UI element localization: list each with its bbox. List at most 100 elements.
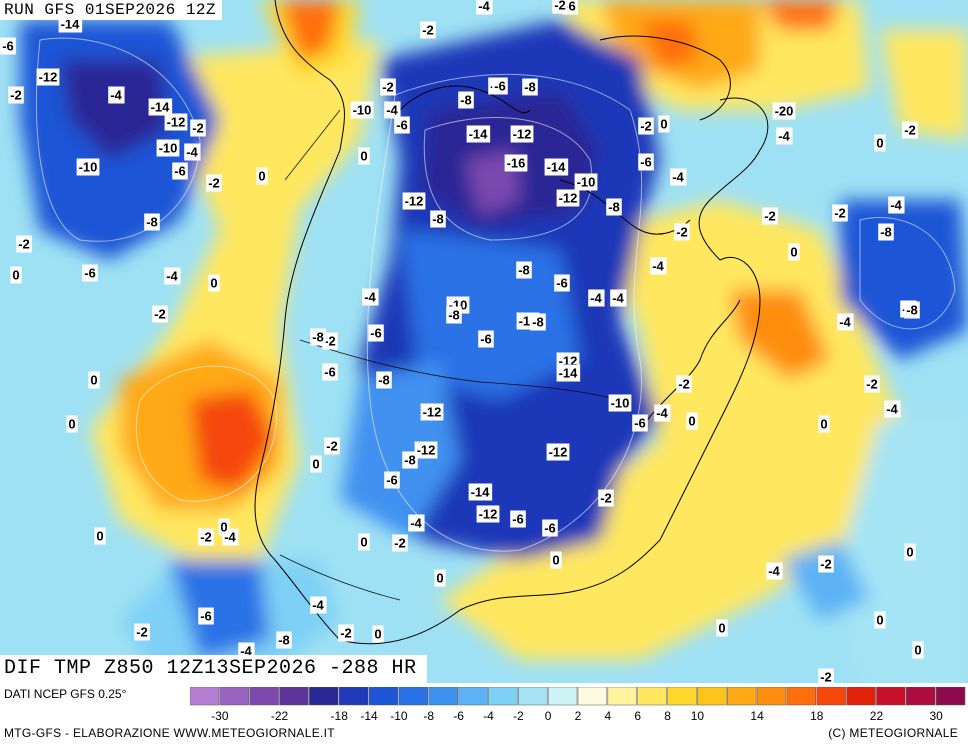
value-label-bg [556, 189, 580, 207]
value-label-text: -14 [547, 160, 567, 175]
value-label: 0 [686, 412, 698, 430]
value-label-text: -6 [2, 39, 14, 54]
legend-tick-label: -4 [483, 709, 494, 723]
value-label: -6 [0, 37, 16, 55]
value-label: -4 [384, 101, 401, 119]
legend-tick-label: 18 [810, 709, 824, 723]
value-label-bg [172, 162, 188, 180]
value-label: -8 [276, 631, 292, 649]
value-label: -2 [322, 332, 338, 350]
value-label-bg [650, 257, 667, 275]
value-label-text: -6 [84, 266, 96, 281]
value-label: -14 [466, 125, 491, 143]
anomaly-value-labels: -14-6-2 -4-2-4 -6-12-2-14-12 -2-10 -4-6-10-2… [0, 0, 924, 683]
value-label-bg [762, 207, 778, 225]
value-label-text: -12 [167, 115, 186, 130]
value-label: 0 [550, 551, 562, 569]
value-label-bg [904, 301, 920, 319]
value-label: -2 [598, 489, 614, 507]
value-label-bg [574, 173, 598, 191]
value-label-bg [888, 196, 905, 214]
value-label-bg [878, 223, 894, 241]
value-label-bg [198, 607, 214, 625]
value-label-text: -2 [676, 225, 688, 240]
value-label-bg [392, 534, 408, 552]
value-label-bg [632, 414, 648, 432]
value-label-text: 0 [12, 268, 19, 283]
value-label: -12 [414, 441, 438, 459]
color-scale-legend: -30 -22 -18 -14 -10 -8 -6 -4 -2 0 2 4 6 8 10 14 18 22 30 [189, 686, 966, 723]
value-label-bg [362, 288, 379, 306]
value-label-bg [476, 505, 500, 523]
value-label-text: -14 [469, 127, 489, 142]
value-label: -6 [492, 77, 508, 95]
value-label-bg [478, 330, 494, 348]
value-label-bg [134, 623, 150, 641]
value-label: -6 [638, 153, 654, 171]
value-label-bg [276, 631, 292, 649]
value-label-text: -12 [405, 194, 424, 209]
value-label-text: 0 [360, 149, 367, 164]
value-label-text: 0 [876, 136, 883, 151]
value-label: -6 [554, 274, 570, 292]
value-label-text: -6 [370, 326, 382, 341]
value-label-bg [156, 139, 180, 157]
value-label-text: -2 [340, 626, 352, 641]
value-label: -10 [350, 101, 374, 119]
value-label: -8 [516, 261, 532, 279]
value-label-bg [510, 510, 526, 528]
legend-swatch [726, 686, 757, 706]
value-label-text: -20 [775, 104, 794, 119]
value-label-bg [384, 101, 401, 119]
value-label-text: -8 [906, 303, 918, 318]
value-label-text: -4 [478, 0, 490, 14]
value-label-bg [638, 153, 654, 171]
value-label-bg [658, 115, 670, 133]
value-label: -2 [134, 623, 150, 641]
value-label: 0 [256, 167, 268, 185]
value-label: -12 [164, 113, 188, 131]
value-label: -4 [654, 404, 671, 422]
value-label-text: -8 [404, 453, 416, 468]
value-label: -4 [766, 562, 783, 580]
legend-tick-label: -8 [423, 709, 434, 723]
value-label: -14 [148, 98, 173, 116]
value-label-bg [516, 261, 532, 279]
legend-swatch [458, 686, 488, 706]
value-label: -2 [676, 375, 692, 393]
value-label-text: -2 [208, 176, 220, 191]
value-label-bg [218, 518, 230, 536]
value-label-text: -4 [186, 145, 198, 160]
value-label-bg [554, 274, 570, 292]
legend-swatch [428, 686, 458, 706]
value-label-text: -12 [513, 127, 532, 142]
value-label-text: -4 [652, 259, 664, 274]
value-label: 0 [874, 134, 886, 152]
value-label: -8 [310, 328, 326, 346]
value-label: -8 [458, 91, 474, 109]
value-label-bg [324, 437, 340, 455]
value-label-bg [588, 289, 605, 307]
value-label-bg [504, 154, 528, 172]
legend-swatch [876, 686, 906, 706]
value-label-bg [654, 404, 671, 422]
value-label-text: 0 [96, 529, 103, 544]
legend-swatch [279, 686, 309, 706]
value-label-text: -2 [764, 209, 776, 224]
isotherm-contours [35, 37, 956, 552]
value-label-text: -6 [556, 276, 568, 291]
political-borders [279, 109, 621, 601]
value-label-text: -10 [577, 175, 596, 190]
legend-tick-label: -10 [390, 709, 408, 723]
value-label: -12 [510, 125, 534, 143]
value-label: 0 [88, 371, 100, 389]
value-label-text: -6 [324, 365, 336, 380]
value-label-bg [874, 134, 886, 152]
value-label: -2 [818, 555, 834, 573]
value-label: 0 [912, 641, 924, 659]
value-label-bg [676, 375, 692, 393]
value-label-bg [36, 68, 60, 86]
value-label-text: -2 [422, 23, 434, 38]
value-label: -16 [504, 154, 528, 172]
value-label: -6 [368, 324, 384, 342]
